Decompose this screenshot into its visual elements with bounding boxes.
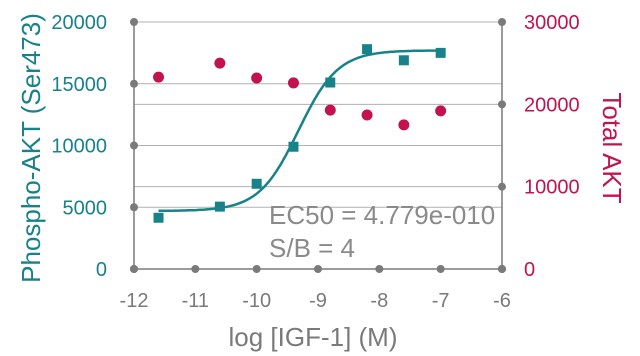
total-akt-point: [361, 109, 373, 121]
phospho-akt-point: [398, 55, 409, 66]
phospho-akt-point: [325, 77, 336, 88]
x-tick-label: -11: [182, 290, 209, 312]
y-left-tick-label: 5000: [63, 197, 108, 219]
tick-labels: 0 5000 10000 15000 20000 0 10000 20000 30000 -12 -…: [51, 12, 579, 312]
x-tick-label: -10: [242, 290, 271, 312]
x-axis-title: log [IGF-1] (M): [228, 322, 397, 352]
x-tick-label: -9: [309, 290, 327, 312]
grid-lines: [134, 21, 502, 208]
total-akt-point: [153, 71, 165, 83]
data-marks: [153, 44, 447, 223]
x-tick-dot--10: [252, 265, 261, 273]
phospho-akt-point: [288, 141, 299, 152]
x-tick-dot--9: [314, 265, 322, 273]
x-tick-dot--8: [375, 265, 384, 273]
phospho-akt-point: [251, 178, 262, 189]
fit-curve-group: [158, 49, 441, 213]
total-akt-point: [251, 72, 263, 84]
x-tick-dot--11: [191, 265, 200, 273]
total-akt-point: [324, 104, 336, 116]
total-akt-point: [214, 57, 226, 69]
y-left-axis-title: Phospho-AKT (Ser473): [16, 13, 46, 283]
phospho-akt-point: [214, 201, 225, 212]
total-akt-point: [435, 105, 447, 117]
x-tick-label: -6: [493, 290, 511, 312]
y-right-tick-label: 30000: [524, 12, 580, 34]
annotation-signal-background: S/B = 4: [269, 233, 355, 263]
phospho-akt-point: [435, 47, 446, 58]
axes: [130, 18, 506, 273]
y-right-axis-title: Total AKT: [597, 92, 627, 203]
total-akt-point: [398, 119, 410, 131]
fit-curve: [158, 49, 441, 213]
annotation-ec50: EC50 = 4.779e-010: [269, 200, 495, 230]
phospho-akt-point: [362, 44, 373, 55]
x-tick-label: -12: [120, 290, 149, 312]
x-tick-dot--12: [130, 265, 138, 273]
y-left-tick-label: 15000: [51, 74, 107, 96]
x-tick-label: -7: [432, 290, 450, 312]
y-left-tick-label: 0: [96, 259, 107, 281]
x-tick-dot--6: [498, 265, 506, 273]
x-tick-dot--7: [436, 265, 445, 273]
phospho-akt-point: [153, 212, 164, 223]
y-right-tick-label: 0: [524, 259, 535, 281]
x-tick-label: -8: [370, 290, 388, 312]
y-left-tick-label: 20000: [51, 12, 107, 34]
y-right-tick-label: 10000: [524, 177, 580, 199]
total-akt-point: [287, 77, 299, 89]
y-left-tick-label: 10000: [51, 136, 107, 158]
y-right-tick-label: 20000: [524, 94, 580, 116]
